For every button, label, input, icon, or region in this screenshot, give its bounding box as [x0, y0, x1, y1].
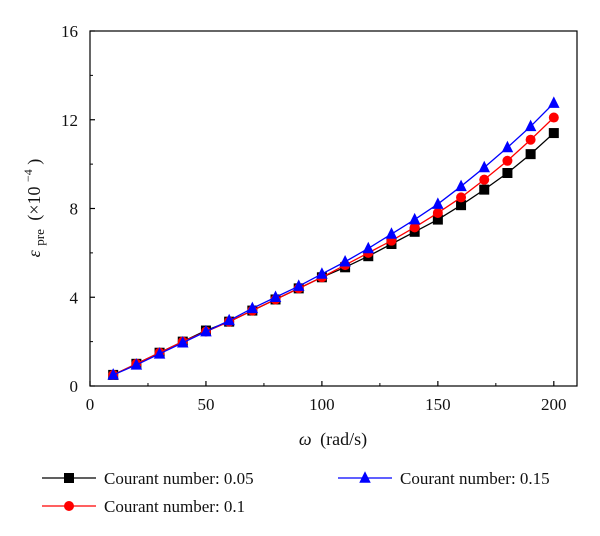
y-tick-label: 16	[61, 22, 78, 41]
series-3	[107, 96, 560, 380]
data-point-circle	[432, 207, 443, 218]
data-point-triangle	[408, 212, 421, 225]
x-axis-title: ω (rad/s)	[299, 429, 367, 450]
data-point-square	[525, 149, 536, 160]
data-point-triangle	[524, 119, 537, 132]
data-point-triangle	[316, 267, 328, 279]
data-point-square	[456, 200, 467, 211]
data-point-triangle	[153, 347, 166, 359]
legend-label: Courant number: 0.1	[104, 497, 245, 516]
y-axis-tick-labels: 0 4 8 12 16	[61, 22, 79, 396]
data-point-triangle	[362, 241, 375, 254]
data-point-square	[548, 128, 559, 139]
legend-label: Courant number: 0.05	[104, 469, 254, 488]
data-point-circle	[64, 501, 74, 511]
series-line	[112, 117, 555, 376]
series-line	[112, 102, 555, 376]
data-point-circle	[548, 112, 559, 123]
data-point-square	[64, 473, 74, 483]
legend-item: Courant number: 0.05	[42, 469, 254, 488]
data-point-circle	[456, 192, 467, 203]
x-tick-label: 100	[309, 395, 335, 414]
x-tick-label: 50	[197, 395, 214, 414]
series-1	[108, 128, 559, 380]
x-axis-symbol: ω	[299, 429, 312, 449]
data-point-square	[479, 184, 490, 195]
data-point-triangle	[107, 368, 119, 380]
data-point-square	[502, 168, 513, 178]
legend: Courant number: 0.05 Courant number: 0.1 C…	[42, 469, 550, 516]
x-tick-label: 0	[86, 395, 95, 414]
series-2	[108, 112, 559, 380]
x-axis-unit: (rad/s)	[320, 429, 367, 450]
y-axis-symbol: ε	[24, 249, 44, 257]
data-point-triangle	[292, 279, 305, 291]
y-axis-title: ε pre (×10 −4 )	[16, 159, 48, 258]
y-axis-scale-exponent: −4	[21, 169, 35, 182]
legend-label: Courant number: 0.15	[400, 469, 550, 488]
data-point-triangle	[339, 255, 351, 267]
data-point-circle	[479, 174, 490, 185]
data-point-triangle	[269, 290, 282, 302]
y-axis-scale-prefix: (×10	[24, 186, 45, 220]
y-tick-label: 12	[61, 111, 78, 130]
data-point-triangle	[177, 335, 189, 348]
y-axis-scale-suffix: )	[24, 159, 45, 165]
data-point-triangle	[548, 96, 560, 108]
data-point-triangle	[359, 471, 371, 483]
data-point-triangle	[432, 197, 444, 209]
plot-frame	[89, 30, 578, 387]
data-point-triangle	[246, 301, 259, 314]
data-point-triangle	[130, 358, 143, 370]
x-axis-tick-labels: 0 50 100 150 200	[86, 395, 567, 414]
data-point-circle	[502, 155, 513, 166]
x-tick-label: 150	[425, 395, 451, 414]
axis-ticks	[89, 30, 555, 387]
plot-area	[89, 30, 578, 387]
y-tick-label: 0	[70, 377, 79, 396]
data-point-triangle	[501, 140, 514, 153]
y-tick-label: 8	[70, 200, 79, 219]
legend-item: Courant number: 0.15	[338, 469, 550, 488]
y-axis-subscript: pre	[32, 229, 47, 246]
series-layer	[107, 96, 560, 380]
data-point-circle	[409, 222, 420, 233]
x-tick-label: 200	[541, 395, 567, 414]
data-point-triangle	[478, 160, 490, 173]
data-point-triangle	[200, 324, 212, 337]
data-point-circle	[525, 134, 536, 145]
data-point-triangle	[223, 313, 235, 326]
legend-item: Courant number: 0.1	[42, 497, 245, 516]
data-point-triangle	[385, 227, 398, 239]
y-tick-label: 4	[70, 288, 79, 307]
data-point-square	[432, 214, 443, 225]
data-point-triangle	[455, 179, 467, 192]
